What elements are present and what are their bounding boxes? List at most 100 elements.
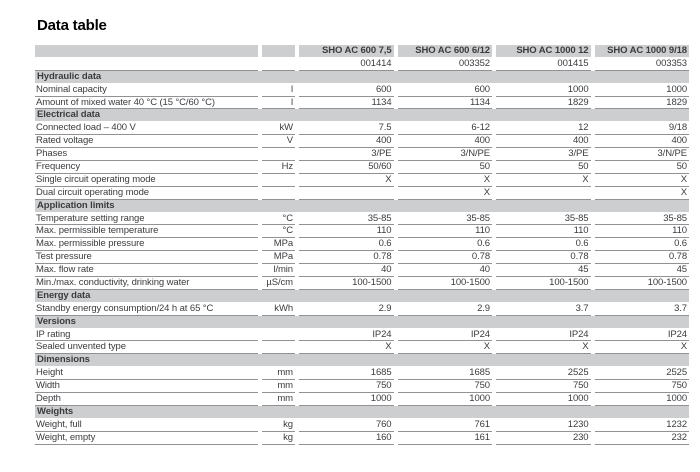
row-value: 3/PE [299,148,394,162]
row-value: 0.6 [397,238,492,252]
row-value: 1230 [496,419,591,432]
row-unit: MPa [262,238,295,252]
row-value: 3.7 [594,303,689,316]
row-value: 40 [397,264,492,278]
row-label: Sealed unvented type [35,341,258,355]
row-unit: kg [262,432,295,445]
row-value: 12 [496,122,591,136]
product-number: 001414 [299,58,394,71]
row-value: 400 [299,135,394,149]
column-header-model: SHO AC 1000 9/18 [594,45,689,58]
row-value: 35-85 [397,213,492,226]
row-value: 230 [496,432,591,445]
row-value: 3.7 [496,303,591,316]
number-row-unit-spacer [262,58,295,71]
product-number: 001415 [496,58,591,71]
row-label: Rated voltage [35,135,258,149]
row-value: 600 [299,84,394,97]
row-value: 1000 [594,84,689,97]
page-title: Data table [37,17,107,34]
row-value: 750 [299,380,394,394]
row-value: 100-1500 [299,277,394,290]
row-value: 100-1500 [594,277,689,290]
section-title: Dimensions [35,354,689,368]
row-value: 760 [299,419,394,432]
row-value: 1000 [397,393,492,406]
data-table: SHO AC 600 7,5 SHO AC 600 6/12 SHO AC 1000… [35,45,689,445]
row-value: X [496,174,591,187]
row-value: 100-1500 [397,277,492,290]
row-value [496,187,591,200]
row-value: IP24 [594,329,689,342]
row-value: 2525 [594,367,689,381]
product-number: 003352 [397,58,492,71]
row-value: 2.9 [299,303,394,316]
row-unit: l [262,97,295,110]
row-value: 1134 [299,97,394,110]
row-label: Temperature setting range [35,213,258,226]
row-value: 7.5 [299,122,394,136]
row-value: 1000 [594,393,689,406]
row-value: 2525 [496,367,591,381]
row-value: 110 [299,225,394,239]
row-value: 1134 [397,97,492,110]
row-value: 0.6 [496,238,591,252]
row-unit: kg [262,419,295,432]
section-title: Energy data [35,289,689,303]
row-label: IP rating [35,329,258,342]
row-value: 35-85 [496,213,591,226]
row-value: 3/N/PE [397,148,492,162]
column-header-model: SHO AC 1000 12 [496,45,591,58]
section-title: Hydraulic data [35,70,689,84]
row-unit [262,187,295,200]
row-value: 750 [397,380,492,394]
row-value [299,187,394,200]
row-value: 0.6 [594,238,689,252]
row-unit: MPa [262,251,295,265]
row-unit: °C [262,213,295,226]
row-value: 750 [496,380,591,394]
row-value: 50 [496,161,591,174]
row-value: 400 [496,135,591,149]
row-unit [262,341,295,355]
row-value: 9/18 [594,122,689,136]
section-title: Weights [35,405,689,419]
row-unit [262,329,295,342]
product-number: 003353 [594,58,689,71]
row-value: 0.78 [594,251,689,265]
row-value: 35-85 [299,213,394,226]
row-value: 750 [594,380,689,394]
row-label: Weight, empty [35,432,258,445]
row-unit: l [262,84,295,97]
row-value: 232 [594,432,689,445]
row-value: 100-1500 [496,277,591,290]
row-value: 6-12 [397,122,492,136]
row-value: X [594,174,689,187]
row-value: X [299,341,394,355]
row-value: 1685 [299,367,394,381]
row-value: 400 [397,135,492,149]
row-value: 761 [397,419,492,432]
header-unit-spacer [262,45,295,58]
section-title: Application limits [35,199,689,213]
row-value: 1000 [496,393,591,406]
row-label: Min./max. conductivity, drinking water [35,277,258,290]
row-value: 0.6 [299,238,394,252]
row-unit: kWh [262,303,295,316]
row-label: Max. flow rate [35,264,258,278]
row-value: 600 [397,84,492,97]
row-value: X [299,174,394,187]
row-value: 0.78 [496,251,591,265]
row-value: IP24 [299,329,394,342]
row-value: 400 [594,135,689,149]
row-value: 40 [299,264,394,278]
row-value: 160 [299,432,394,445]
row-value: 2.9 [397,303,492,316]
row-label: Width [35,380,258,394]
row-value: 45 [594,264,689,278]
row-label: Weight, full [35,419,258,432]
row-label: Phases [35,148,258,162]
row-value: 1232 [594,419,689,432]
row-value: X [397,174,492,187]
